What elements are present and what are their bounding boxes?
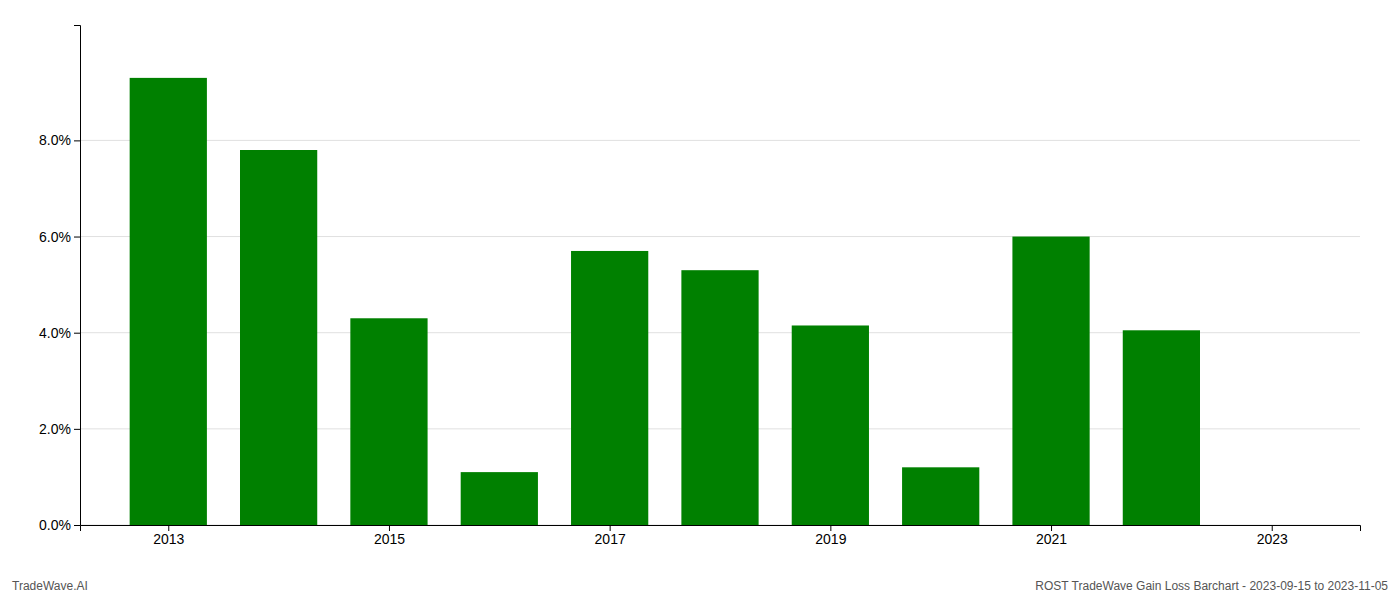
bar bbox=[681, 270, 758, 525]
bar bbox=[571, 251, 648, 525]
y-tick-label: 8.0% bbox=[39, 132, 71, 148]
chart-container: 0.0% 2.0% 4.0% 6.0% 8.0% 2013 2015 2017 2019 2021… bbox=[0, 0, 1400, 600]
bar bbox=[1233, 525, 1310, 526]
x-axis-line bbox=[81, 526, 1361, 532]
footer-text: TradeWave.AI bbox=[12, 579, 88, 593]
annotations: TradeWave.AI ROST TradeWave Gain Loss Bar… bbox=[12, 579, 1388, 593]
x-tick: 2021 bbox=[1036, 525, 1067, 547]
x-tick: 2017 bbox=[595, 525, 626, 547]
x-tick-label: 2017 bbox=[595, 531, 626, 547]
grid bbox=[80, 140, 1360, 525]
y-axis-line bbox=[74, 26, 81, 526]
y-tick: 8.0% bbox=[39, 132, 80, 148]
x-tick: 2023 bbox=[1257, 525, 1288, 547]
x-tick-label: 2021 bbox=[1036, 531, 1067, 547]
x-tick-label: 2023 bbox=[1257, 531, 1288, 547]
bar bbox=[792, 325, 869, 525]
y-tick-mark bbox=[74, 429, 80, 430]
x-tick-label: 2015 bbox=[374, 531, 405, 547]
y-tick-label: 6.0% bbox=[39, 229, 71, 245]
y-tick-mark bbox=[74, 140, 80, 141]
x-tick-label: 2019 bbox=[815, 531, 846, 547]
y-tick-mark bbox=[74, 333, 80, 334]
x-tick-label: 2013 bbox=[153, 531, 184, 547]
y-tick: 0.0% bbox=[39, 517, 80, 533]
bar bbox=[1012, 237, 1089, 525]
footer-text: ROST TradeWave Gain Loss Barchart - 2023… bbox=[1035, 579, 1388, 593]
x-tick: 2015 bbox=[374, 525, 405, 547]
y-tick-mark bbox=[74, 237, 80, 238]
bar bbox=[350, 318, 427, 525]
bar bbox=[240, 150, 317, 525]
x-tick: 2013 bbox=[153, 525, 184, 547]
grid-line bbox=[80, 140, 1360, 141]
x-tick: 2019 bbox=[815, 525, 846, 547]
y-tick-label: 0.0% bbox=[39, 517, 71, 533]
bars bbox=[130, 78, 1200, 525]
chart-svg: 0.0% 2.0% 4.0% 6.0% 8.0% 2013 2015 2017 2019 2021… bbox=[0, 0, 1400, 600]
y-tick: 6.0% bbox=[39, 229, 80, 245]
bar bbox=[902, 467, 979, 525]
x-axis: 2013 2015 2017 2019 2021 2023 bbox=[81, 525, 1361, 547]
bar bbox=[130, 78, 207, 525]
bar bbox=[461, 472, 538, 525]
y-tick-label: 4.0% bbox=[39, 325, 71, 341]
y-tick-mark bbox=[74, 525, 80, 526]
y-tick-label: 2.0% bbox=[39, 421, 71, 437]
y-tick: 2.0% bbox=[39, 421, 80, 437]
y-axis: 0.0% 2.0% 4.0% 6.0% 8.0% bbox=[39, 26, 80, 533]
bar bbox=[1123, 330, 1200, 525]
y-tick: 4.0% bbox=[39, 325, 80, 341]
